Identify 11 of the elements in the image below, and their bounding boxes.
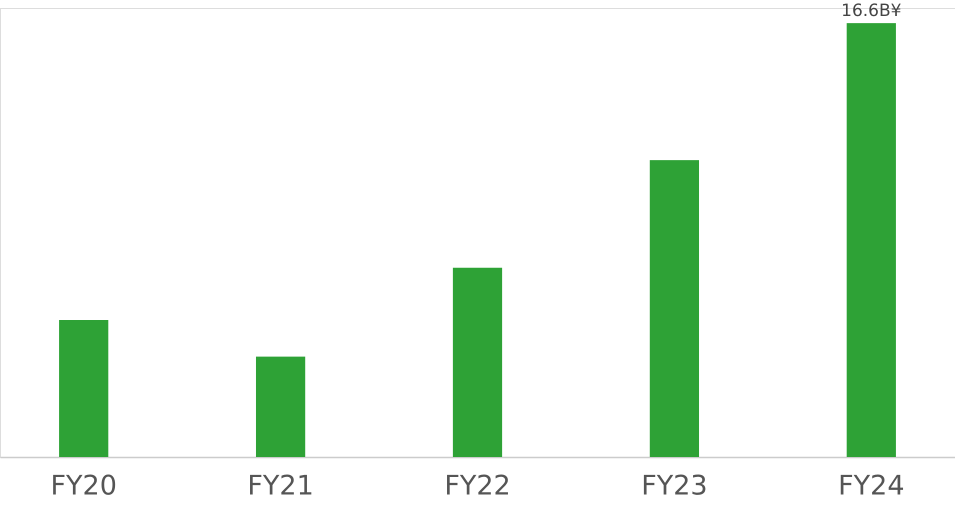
bar: [256, 356, 306, 457]
x-tick-label: FY20: [50, 470, 117, 502]
data-label: 16.6B¥: [841, 1, 902, 22]
x-tick-label: FY23: [641, 470, 708, 502]
x-tick-label: FY24: [838, 470, 905, 502]
bar: [452, 268, 502, 457]
bar: [650, 160, 700, 457]
bar: [59, 320, 108, 457]
x-tick-label: FY22: [444, 470, 511, 502]
x-tick-label: FY21: [247, 470, 314, 502]
bar: [846, 23, 896, 457]
